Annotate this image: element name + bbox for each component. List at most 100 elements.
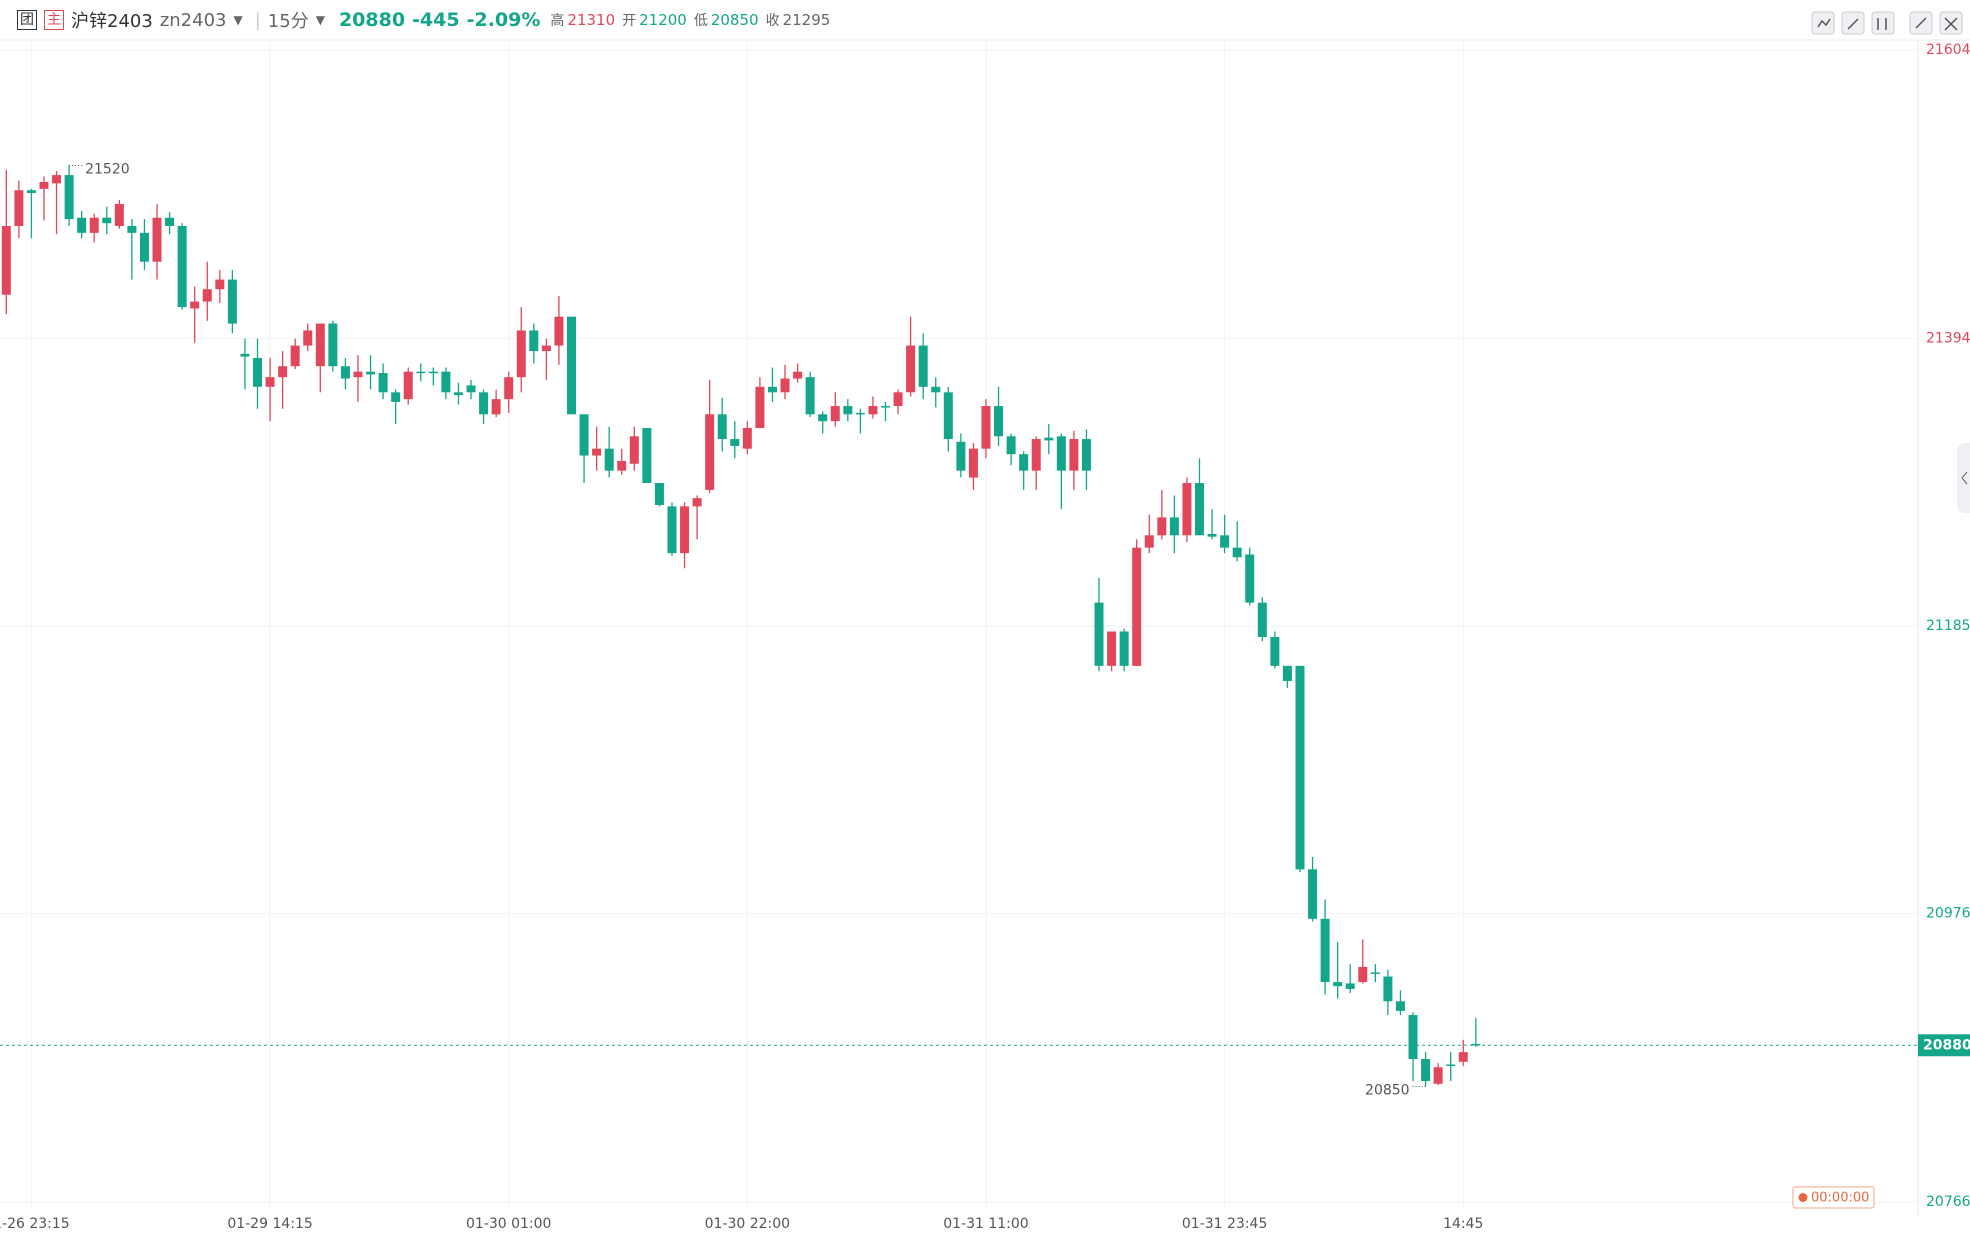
candle-body xyxy=(642,428,652,484)
candle-body xyxy=(303,330,313,346)
candle-body xyxy=(202,289,212,302)
candle-body xyxy=(14,190,24,226)
candle-body xyxy=(77,217,87,233)
candle-body xyxy=(604,448,614,471)
candle-body xyxy=(1333,982,1343,987)
candle-body xyxy=(1282,665,1292,681)
candle-body xyxy=(190,301,200,309)
candle-body xyxy=(1069,439,1079,471)
stat-value: 21295 xyxy=(782,11,831,29)
period[interactable]: 15分 xyxy=(267,11,309,32)
candle-body xyxy=(516,330,526,378)
candle-body xyxy=(918,345,928,387)
candle-body xyxy=(453,392,463,396)
candle-body xyxy=(479,392,489,415)
tool-button[interactable] xyxy=(1871,11,1895,35)
candle-body xyxy=(667,506,677,554)
candle-body xyxy=(730,439,740,446)
candle-body xyxy=(127,225,137,233)
candle-body xyxy=(1358,966,1368,983)
candle-body xyxy=(428,371,438,374)
x-tick-label: 01-29 14:15 xyxy=(227,1216,312,1232)
candle-body xyxy=(881,406,890,408)
candle-body xyxy=(1044,437,1054,441)
candle-body xyxy=(1433,1067,1443,1084)
last-price-box xyxy=(1918,1034,1970,1057)
candle-body xyxy=(579,414,589,456)
candle-body xyxy=(692,498,702,507)
candle-body xyxy=(353,371,363,378)
candle-body xyxy=(529,330,539,352)
candle-body xyxy=(1031,439,1041,471)
candle-body xyxy=(1207,533,1217,537)
stat-label: 开 xyxy=(622,13,637,29)
candle-body xyxy=(265,377,275,387)
candle-body xyxy=(1081,439,1091,471)
timer: 00:00:00 xyxy=(1811,1191,1869,1206)
stat-value: 20850 xyxy=(710,11,759,29)
symbol-code[interactable]: zn2403 xyxy=(159,9,227,31)
candle-body xyxy=(416,371,426,374)
stat-label: 收 xyxy=(765,13,780,29)
candle-body xyxy=(152,217,162,262)
candle-body xyxy=(1182,483,1192,536)
candle-body xyxy=(1195,483,1204,536)
symbol-title[interactable]: 沪锌2403 xyxy=(71,11,153,32)
candle-body xyxy=(165,217,175,226)
candle-body xyxy=(931,386,941,393)
candle-body xyxy=(868,406,878,415)
x-tick-label: 14:45 xyxy=(1443,1216,1483,1232)
price: 20880 xyxy=(338,9,406,31)
y-tick-label: 21604 xyxy=(1926,42,1970,58)
candle-body xyxy=(629,436,639,464)
candle-body xyxy=(1383,976,1393,1002)
icon-b[interactable]: 主 xyxy=(44,10,64,30)
timer-box xyxy=(1792,1186,1875,1209)
candle-body xyxy=(793,371,803,379)
icon-a[interactable]: 团 xyxy=(17,10,37,30)
candle-body xyxy=(1320,918,1330,983)
candle-body xyxy=(956,441,966,471)
candle-body xyxy=(1119,631,1129,666)
candle-body xyxy=(742,428,752,449)
candle-body xyxy=(1408,1015,1418,1060)
candle-body xyxy=(541,345,551,352)
candle-body xyxy=(1458,1052,1468,1062)
candle-body xyxy=(1144,535,1154,548)
y-tick-label: 21394 xyxy=(1926,331,1970,347)
candle-body xyxy=(592,448,602,456)
candle-body xyxy=(755,386,765,429)
candle-body xyxy=(177,225,187,308)
candle-body xyxy=(705,414,715,490)
candle-body xyxy=(1107,631,1117,666)
side-tab-icon xyxy=(1961,471,1968,485)
candle-body xyxy=(391,392,401,402)
dropdown[interactable]: ▼ xyxy=(233,13,243,27)
candle-body xyxy=(1446,1064,1456,1067)
candle-body xyxy=(39,181,49,189)
toolbar xyxy=(1811,11,1963,35)
candle-body xyxy=(994,406,1004,437)
y-tick-label: 20976 xyxy=(1926,905,1970,921)
dropdown[interactable]: ▼ xyxy=(315,13,325,27)
y-tick-label: 20766 xyxy=(1926,1194,1970,1210)
candle-body xyxy=(943,392,953,440)
candle-body xyxy=(830,406,840,422)
candle-body xyxy=(818,414,828,422)
candle-body xyxy=(227,279,237,324)
divider: | xyxy=(254,9,261,31)
candle-body xyxy=(290,345,300,367)
candle-body xyxy=(1421,1059,1431,1082)
y-tick-label: 21185 xyxy=(1926,618,1970,634)
stat-value: 21310 xyxy=(567,11,616,29)
candle-body xyxy=(328,323,338,367)
candle-body xyxy=(315,323,325,367)
candle-body xyxy=(1094,602,1104,666)
candle-body xyxy=(1295,665,1305,870)
min-label: 20850 xyxy=(1365,1083,1410,1099)
candle-body xyxy=(403,371,413,400)
side-tab[interactable] xyxy=(1957,443,1970,513)
tool-icons xyxy=(1817,17,1958,31)
candle-body xyxy=(1395,1001,1405,1011)
